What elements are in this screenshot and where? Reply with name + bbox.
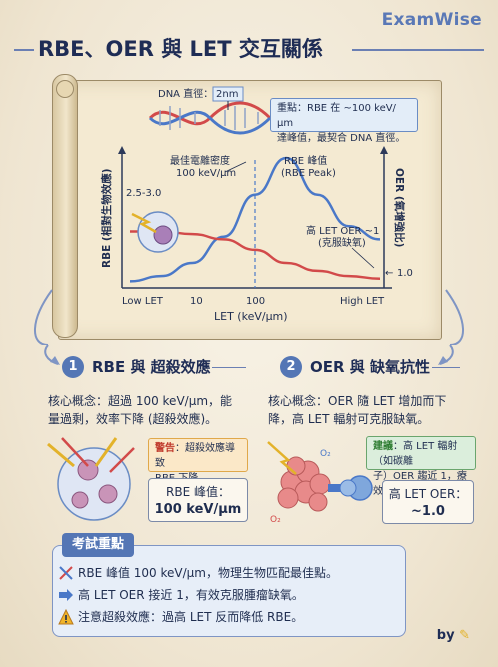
warning-icon — [58, 609, 74, 625]
annotation-peak-2: (RBE Peak) — [281, 168, 336, 179]
exam-tag: 考試重點 — [62, 533, 135, 557]
let-chart: DNA 直徑： 2nm RBE (相對生物效應) OER (氧增強比) 2.5-… — [34, 86, 464, 345]
section-2-divider — [432, 367, 460, 368]
x-tick-100: 100 — [246, 296, 265, 307]
suggestion-line-1: ：高 LET 輻射（如碳離 — [373, 441, 458, 467]
x-tick-low: Low LET — [122, 296, 164, 307]
key-point-note: 重點：RBE 在 ~100 keV/μm 達峰值，最契合 DNA 直徑。 — [270, 98, 418, 144]
y-axis-left-label: RBE (相對生物效應) — [100, 168, 113, 268]
signature: by ✎ — [437, 628, 470, 643]
series-rbe-line — [129, 156, 381, 283]
by-label: by — [436, 628, 455, 643]
key-point-line-1: 重點：RBE 在 ~100 keV/μm — [277, 103, 396, 129]
exam-item-2-text: 高 LET OER 接近 1，有效克服腫瘤缺氧。 — [78, 588, 304, 602]
y-left-tick: 2.5-3.0 — [126, 188, 161, 199]
x-tick-high: High LET — [340, 296, 385, 307]
o2-label-top: O₂ — [320, 449, 331, 459]
section-1-title: RBE 與 超殺效應 — [92, 358, 211, 376]
oer-value-box: 高 LET OER： ~1.0 — [382, 480, 474, 524]
exam-item-1-text: RBE 峰值 100 keV/μm，物理生物匹配最佳點。 — [78, 566, 338, 580]
exam-item-1: RBE 峰值 100 keV/μm，物理生物匹配最佳點。 — [59, 564, 338, 582]
section-2-title: OER 與 缺氧抗性 — [310, 358, 430, 376]
dna-label: DNA 直徑： — [158, 87, 213, 100]
annotation-optimal-2: 100 keV/μm — [176, 168, 236, 179]
annotation-optimal-1: 最佳電離密度 — [170, 154, 230, 167]
brand-logo: ExamWise — [381, 10, 482, 30]
rbe-peak-value: 100 keV/μm — [154, 502, 242, 517]
y-right-tick-arrow: ← — [385, 268, 393, 279]
annotation-oer-1: 高 LET OER ~1 — [306, 224, 379, 237]
suggestion-box: 建議：高 LET 輻射（如碳離 子）OER 趨近 1，療效佳。 — [366, 436, 476, 497]
scroll-roll-end — [56, 80, 74, 98]
section-1-heading: 1 RBE 與 超殺效應 — [62, 356, 246, 380]
dna-value: 2nm — [216, 89, 238, 100]
section-1-divider — [212, 367, 246, 368]
dna-icon — [59, 566, 73, 580]
suggestion-tag: 建議 — [373, 441, 393, 452]
overkill-cell-icon — [47, 437, 135, 521]
warning-box: 警告：超殺效應導致 RBE 下降。 — [148, 438, 248, 484]
flow-arrow-left — [34, 289, 53, 345]
exam-item-3: 注意超殺效應：過高 LET 反而降低 RBE。 — [58, 608, 304, 626]
flow-arrowheads — [44, 344, 454, 365]
rbe-peak-box: RBE 峰值： 100 keV/μm — [148, 478, 248, 522]
section-2-concept: 核心概念：OER 隨 LET 增加而下 降，高 LET 輻射可克服缺氧。 — [268, 392, 478, 428]
o2-label-bottom: O₂ — [270, 515, 281, 525]
x-tick-10: 10 — [190, 296, 203, 307]
dna-helix-icon — [148, 101, 272, 135]
x-axis-label: LET (keV/μm) — [214, 310, 288, 323]
y-right-tick: 1.0 — [397, 268, 413, 279]
key-point-line-2: 達峰值，最契合 DNA 直徑。 — [277, 133, 406, 144]
warning-line-1: ：超殺效應導致 — [155, 443, 235, 469]
exam-item-3-text: 注意超殺效應：過高 LET 反而降低 RBE。 — [78, 610, 304, 624]
exam-key-points — [52, 545, 406, 637]
cell-icon — [131, 211, 179, 253]
title-divider-left — [14, 49, 34, 51]
section-1-number: 1 — [62, 356, 84, 378]
exam-item-2: 高 LET OER 接近 1，有效克服腫瘤缺氧。 — [59, 586, 304, 604]
arrow-right-icon — [59, 589, 73, 601]
section-2-number: 2 — [280, 356, 302, 378]
section-1-concept-line-1: 核心概念：超過 100 keV/μm，能 — [48, 394, 233, 408]
section-1-concept: 核心概念：超過 100 keV/μm，能 量過剩，效率下降 (超殺效應)。 — [48, 392, 248, 428]
flow-arrow-right — [445, 289, 464, 345]
warning-tag: 警告 — [155, 443, 175, 454]
section-2-heading: 2 OER 與 缺氧抗性 — [280, 356, 470, 380]
banana-icon: ✎ — [459, 628, 470, 643]
annotation-peak-1: RBE 峰值 — [284, 154, 327, 167]
section-2-concept-line-1: 核心概念：OER 隨 LET 增加而下 — [268, 394, 447, 408]
section-2-concept-line-2: 降，高 LET 輻射可克服缺氧。 — [268, 412, 430, 426]
hypoxic-tumor-icon: O₂ O₂ — [267, 441, 373, 525]
oer-value: ~1.0 — [411, 504, 445, 519]
rbe-peak-label: RBE 峰值： — [166, 485, 230, 499]
y-axis-right-label: OER (氧增強比) — [393, 168, 406, 247]
title-bar: RBE、OER 與 LET 交互關係 — [0, 34, 498, 64]
oer-value-label: 高 LET OER： — [388, 487, 468, 501]
title-divider-right — [352, 49, 484, 51]
section-1-concept-line-2: 量過剩，效率下降 (超殺效應)。 — [48, 412, 218, 426]
annotation-oer-2: (克服缺氧) — [318, 236, 366, 249]
page-title: RBE、OER 與 LET 交互關係 — [38, 37, 323, 61]
scroll-roll — [52, 74, 78, 338]
